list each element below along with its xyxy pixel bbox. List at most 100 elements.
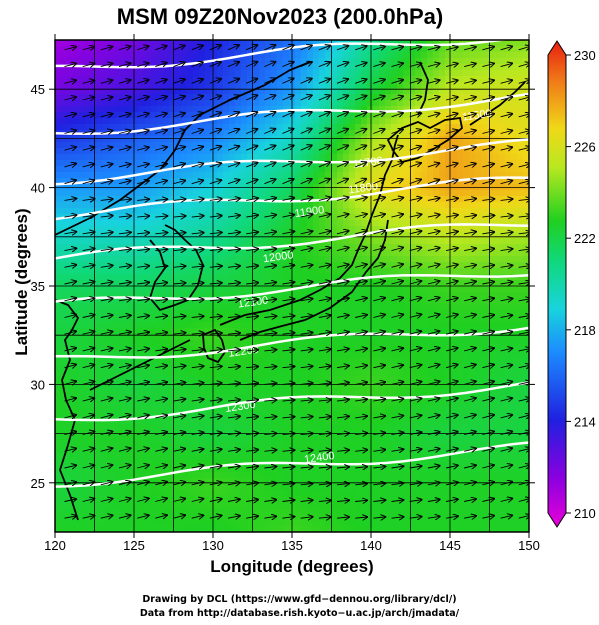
heatmap-cell — [265, 238, 272, 245]
heatmap-cell — [79, 52, 86, 59]
heatmap-cell — [229, 82, 236, 89]
heatmap-cell — [343, 124, 350, 131]
heatmap-cell — [301, 388, 308, 395]
heatmap-cell — [457, 376, 464, 383]
heatmap-cell — [55, 208, 62, 215]
heatmap-cell — [475, 112, 482, 119]
heatmap-cell — [505, 136, 512, 143]
heatmap-cell — [307, 172, 314, 179]
heatmap-cell — [151, 310, 158, 317]
heatmap-cell — [301, 298, 308, 305]
heatmap-cell — [109, 82, 116, 89]
heatmap-cell — [229, 100, 236, 107]
heatmap-cell — [145, 340, 152, 347]
heatmap-cell — [163, 250, 170, 257]
heatmap-cell — [259, 46, 266, 53]
heatmap-cell — [97, 322, 104, 329]
heatmap-cell — [313, 358, 320, 365]
heatmap-cell — [205, 142, 212, 149]
heatmap-cell — [223, 124, 230, 131]
heatmap-cell — [55, 412, 62, 419]
heatmap-cell — [409, 64, 416, 71]
heatmap-cell — [355, 82, 362, 89]
heatmap-cell — [217, 256, 224, 263]
heatmap-cell — [217, 202, 224, 209]
heatmap-cell — [403, 262, 410, 269]
heatmap-cell — [169, 382, 176, 389]
heatmap-cell — [265, 334, 272, 341]
heatmap-cell — [103, 268, 110, 275]
heatmap-cell — [445, 310, 452, 317]
heatmap-cell — [277, 106, 284, 113]
heatmap-cell — [205, 334, 212, 341]
heatmap-cell — [283, 226, 290, 233]
heatmap-cell — [283, 202, 290, 209]
heatmap-cell — [307, 406, 314, 413]
heatmap-cell — [133, 250, 140, 257]
heatmap-cell — [499, 400, 506, 407]
heatmap-cell — [403, 88, 410, 95]
heatmap-cell — [229, 190, 236, 197]
heatmap-cell — [151, 304, 158, 311]
heatmap-cell — [265, 142, 272, 149]
heatmap-cell — [193, 376, 200, 383]
heatmap-cell — [235, 352, 242, 359]
heatmap-cell — [331, 58, 338, 65]
heatmap-cell — [499, 298, 506, 305]
heatmap-cell — [469, 268, 476, 275]
heatmap-cell — [193, 370, 200, 377]
heatmap-cell — [313, 286, 320, 293]
heatmap-cell — [397, 358, 404, 365]
heatmap-cell — [229, 46, 236, 53]
heatmap-cell — [343, 52, 350, 59]
heatmap-cell — [67, 160, 74, 167]
heatmap-cell — [61, 358, 68, 365]
heatmap-cell — [229, 412, 236, 419]
heatmap-cell — [331, 214, 338, 221]
heatmap-cell — [187, 88, 194, 95]
heatmap-cell — [199, 148, 206, 155]
heatmap-cell — [229, 178, 236, 185]
heatmap-cell — [271, 172, 278, 179]
heatmap-cell — [433, 400, 440, 407]
heatmap-cell — [379, 316, 386, 323]
heatmap-cell — [427, 250, 434, 257]
heatmap-cell — [391, 190, 398, 197]
heatmap-cell — [439, 382, 446, 389]
heatmap-cell — [343, 190, 350, 197]
heatmap-cell — [259, 412, 266, 419]
heatmap-cell — [109, 370, 116, 377]
heatmap-cell — [319, 298, 326, 305]
heatmap-cell — [139, 130, 146, 137]
heatmap-cell — [127, 316, 134, 323]
heatmap-cell — [427, 166, 434, 173]
heatmap-cell — [253, 334, 260, 341]
heatmap-cell — [169, 388, 176, 395]
heatmap-cell — [439, 220, 446, 227]
heatmap-cell — [157, 406, 164, 413]
heatmap-cell — [319, 100, 326, 107]
heatmap-cell — [487, 304, 494, 311]
heatmap-cell — [193, 250, 200, 257]
heatmap-cell — [115, 232, 122, 239]
heatmap-cell — [463, 118, 470, 125]
heatmap-cell — [253, 172, 260, 179]
heatmap-cell — [385, 364, 392, 371]
heatmap-cell — [319, 130, 326, 137]
heatmap-cell — [505, 334, 512, 341]
heatmap-cell — [409, 346, 416, 353]
heatmap-cell — [127, 214, 134, 221]
heatmap-cell — [133, 382, 140, 389]
heatmap-cell — [403, 364, 410, 371]
heatmap-cell — [373, 400, 380, 407]
heatmap-cell — [193, 202, 200, 209]
heatmap-cell — [493, 238, 500, 245]
heatmap-cell — [343, 220, 350, 227]
heatmap-cell — [67, 418, 74, 425]
heatmap-cell — [181, 190, 188, 197]
heatmap-cell — [499, 166, 506, 173]
heatmap-cell — [439, 70, 446, 77]
heatmap-cell — [259, 94, 266, 101]
heatmap-cell — [325, 220, 332, 227]
heatmap-cell — [319, 370, 326, 377]
